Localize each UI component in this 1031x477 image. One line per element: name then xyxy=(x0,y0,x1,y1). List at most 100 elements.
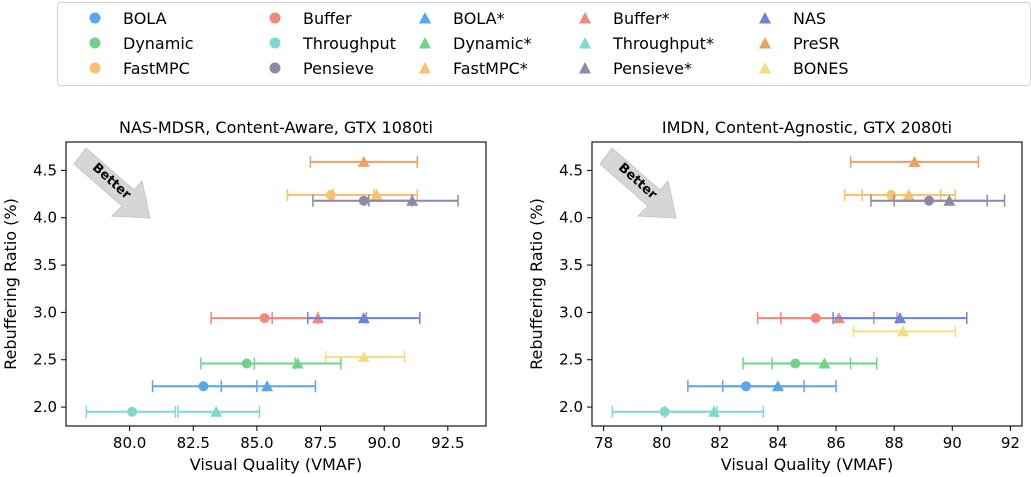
y-tick-label: 3.5 xyxy=(33,256,57,274)
y-tick-label: 2.5 xyxy=(33,351,57,369)
y-tick-label: 2.0 xyxy=(33,398,57,416)
data-point-throughput-star xyxy=(663,405,765,418)
legend-label: Buffer xyxy=(303,8,352,28)
x-axis-label: Visual Quality (VMAF) xyxy=(721,455,894,474)
x-tick-label: 78 xyxy=(594,434,613,452)
marker-triangle xyxy=(771,380,784,392)
y-tick-label: 3.0 xyxy=(33,303,57,321)
chart-panel-1: NAS-MDSR, Content-Aware, GTX 1080ti 80.0 8… xyxy=(1,118,487,474)
legend-item-bola: BOLA xyxy=(83,7,167,29)
legend-marker-triangle xyxy=(413,61,437,75)
legend-marker-triangle xyxy=(573,36,597,50)
legend-label: FastMPC* xyxy=(453,58,528,78)
x-tick-label: 80.0 xyxy=(113,434,146,452)
data-point-dynamic-star xyxy=(253,357,342,370)
legend-item-bola-star: BOLA* xyxy=(413,7,505,29)
legend-marker-triangle xyxy=(573,11,597,25)
marker-triangle xyxy=(357,350,370,362)
y-axis-label: Rebuffering Ratio (%) xyxy=(1,198,20,370)
marker-triangle xyxy=(818,357,831,369)
data-point-bones xyxy=(852,325,956,338)
legend-label: Dynamic xyxy=(123,33,194,53)
legend-item-fastmpc-star: FastMPC* xyxy=(413,57,528,79)
legend-label: NAS xyxy=(793,8,827,28)
legend-label: Pensieve xyxy=(303,58,374,78)
legend-label: BOLA* xyxy=(453,8,505,28)
legend-item-nas: NAS xyxy=(753,7,826,29)
x-tick-label: 87.5 xyxy=(304,434,337,452)
legend-item-buffer: Buffer xyxy=(263,7,352,29)
y-tick-label: 2.0 xyxy=(559,398,583,416)
marker-triangle xyxy=(708,405,721,417)
legend: BOLA Dynamic FastMPC Buffer Throughput Pensie… xyxy=(57,2,1031,86)
legend-label: Dynamic* xyxy=(453,33,532,53)
x-tick-label: 88 xyxy=(885,434,904,452)
y-tick-label: 3.5 xyxy=(559,256,583,274)
y-tick-label: 4.5 xyxy=(559,161,583,179)
legend-marker-triangle xyxy=(573,61,597,75)
data-point-presr xyxy=(309,155,419,168)
chart-title: NAS-MDSR, Content-Aware, GTX 1080ti xyxy=(119,118,433,137)
legend-item-bones: BONES xyxy=(753,57,849,79)
data-point-nas xyxy=(307,312,421,325)
data-point-presr xyxy=(849,155,980,168)
x-tick-label: 82 xyxy=(710,434,729,452)
data-point-throughput-star xyxy=(177,405,261,418)
legend-marker-triangle xyxy=(753,61,777,75)
marker-triangle xyxy=(896,325,909,337)
y-tick-label: 4.0 xyxy=(559,209,583,227)
legend-label: FastMPC xyxy=(123,58,190,78)
data-point-bola-star xyxy=(721,380,837,393)
legend-label: Throughput xyxy=(303,33,396,53)
marker-triangle xyxy=(902,189,915,201)
legend-marker-circle xyxy=(263,61,287,75)
marker-triangle xyxy=(908,155,921,167)
legend-marker-circle xyxy=(83,11,107,25)
x-tick-label: 85.0 xyxy=(240,434,273,452)
marker-triangle xyxy=(943,194,956,206)
legend-item-presr: PreSR xyxy=(753,32,840,54)
marker-circle xyxy=(241,358,252,369)
data-point-bola-star xyxy=(220,380,317,393)
data-point-fastmpc-star xyxy=(332,189,419,202)
y-tick-label: 4.5 xyxy=(33,161,57,179)
better-arrow: Better xyxy=(599,147,677,219)
x-tick-label: 82.5 xyxy=(177,434,210,452)
plot-frame xyxy=(65,141,487,427)
x-tick-label: 92 xyxy=(1001,434,1020,452)
data-point-nas xyxy=(832,312,968,325)
legend-marker-circle xyxy=(263,11,287,25)
plot-frame xyxy=(591,141,1023,427)
legend-label: BONES xyxy=(793,58,849,78)
legend-marker-triangle xyxy=(413,11,437,25)
x-axis-label: Visual Quality (VMAF) xyxy=(190,455,363,474)
marker-circle xyxy=(259,313,270,324)
legend-marker-circle xyxy=(83,61,107,75)
x-tick-label: 90 xyxy=(943,434,962,452)
x-tick-label: 90.0 xyxy=(367,434,400,452)
marker-triangle xyxy=(210,405,223,417)
marker-triangle xyxy=(357,155,370,167)
legend-marker-circle xyxy=(263,36,287,50)
data-point-throughput xyxy=(85,405,177,418)
x-tick-label: 84 xyxy=(768,434,787,452)
data-point-fastmpc-star xyxy=(861,189,956,202)
legend-label: Throughput* xyxy=(613,33,714,53)
marker-triangle xyxy=(893,312,906,324)
legend-item-dynamic-star: Dynamic* xyxy=(413,32,532,54)
y-axis-label: Rebuffering Ratio (%) xyxy=(527,198,546,370)
data-point-pensieve-star xyxy=(368,194,459,207)
legend-marker-triangle xyxy=(753,11,777,25)
data-point-bones xyxy=(324,350,406,363)
marker-circle xyxy=(358,195,369,206)
x-tick-label: 80 xyxy=(652,434,671,452)
marker-circle xyxy=(198,381,209,392)
chart-title: IMDN, Content-Agnostic, GTX 2080ti xyxy=(662,118,952,137)
legend-label: Pensieve* xyxy=(613,58,692,78)
legend-item-fastmpc: FastMPC xyxy=(83,57,190,79)
legend-item-throughput: Throughput xyxy=(263,32,396,54)
x-tick-label: 86 xyxy=(827,434,846,452)
legend-item-pensieve: Pensieve xyxy=(263,57,374,79)
legend-marker-circle xyxy=(83,36,107,50)
